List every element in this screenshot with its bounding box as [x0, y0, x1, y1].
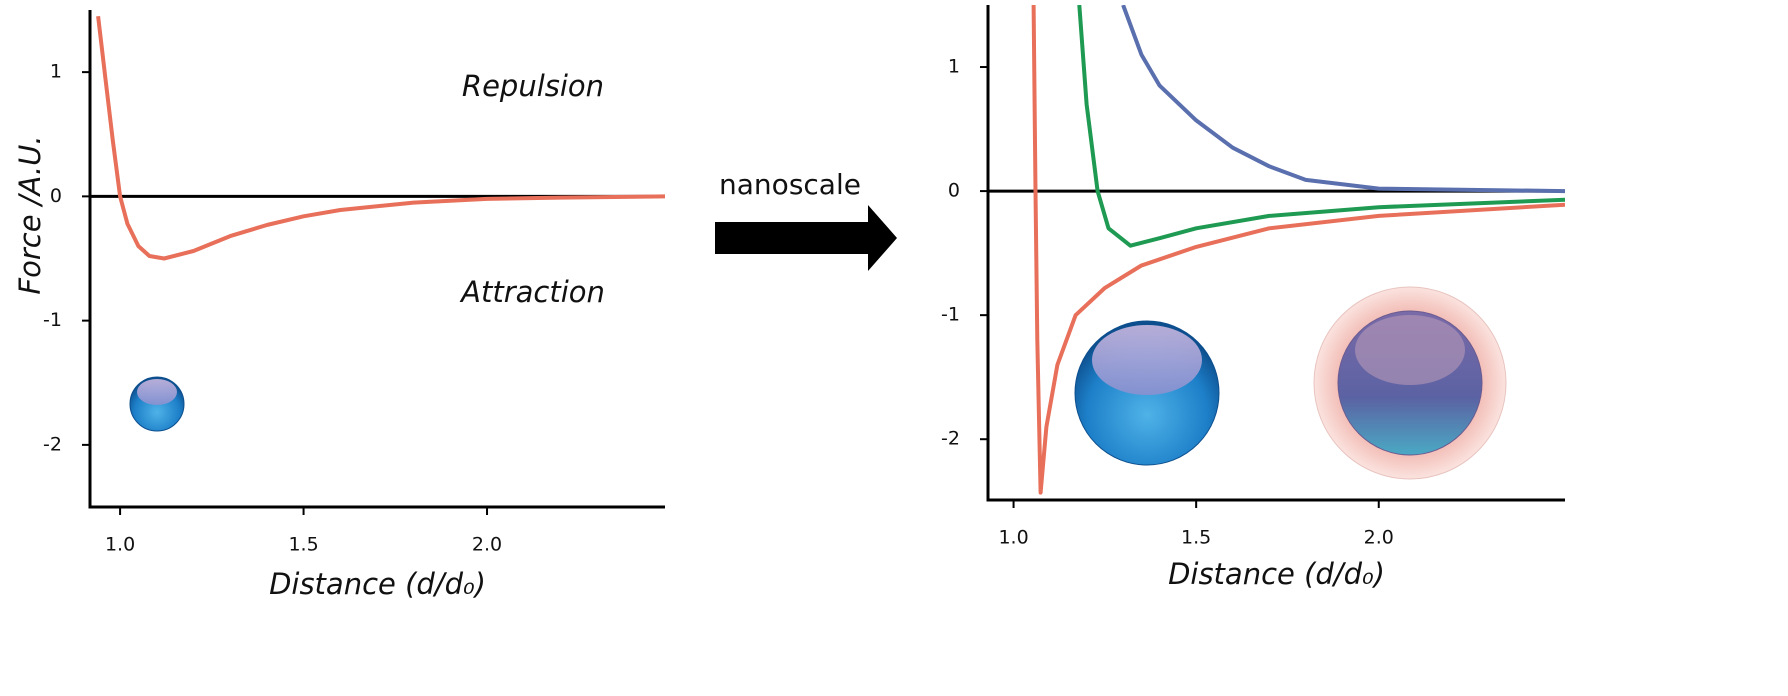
annotation: Repulsion: [462, 69, 604, 103]
chart: 1 0 -1 -2 1.0 1.5 2.0 Distance (d/d₀): [941, 5, 1565, 591]
chart: 1 0 -1 -2 1.0 1.5 2.0 Distance (d/d₀) Force /A.U…: [13, 10, 665, 601]
y-tick-label: -1: [941, 304, 960, 326]
x-tick-label: 1.5: [288, 534, 318, 556]
x-tick-label: 1.5: [1181, 527, 1211, 549]
y-tick-label: 1: [50, 61, 62, 83]
arrow-label: nanoscale: [719, 168, 861, 201]
sphere-blue: [1074, 320, 1220, 466]
force-curve: [1121, 5, 1565, 194]
x-tick-label: 1.0: [998, 527, 1028, 549]
x-axis-label: Distance (d/d₀): [1168, 557, 1385, 591]
y-tick-label: -2: [941, 428, 960, 450]
x-axis-label: Distance (d/d₀): [269, 567, 486, 601]
y-tick-label: 1: [948, 56, 960, 78]
force-curve: [1077, 5, 1565, 248]
y-tick-label: 0: [948, 180, 960, 202]
x-tick-label: 2.0: [472, 534, 502, 556]
sphere-small: [129, 376, 185, 432]
annotation: Attraction: [459, 275, 605, 309]
x-tick-label: 2.0: [1364, 527, 1394, 549]
y-tick-label: 0: [50, 185, 62, 207]
y-axis-label: Force /A.U.: [13, 135, 47, 294]
y-tick-label: -2: [43, 433, 62, 455]
sphere-coated: [1313, 286, 1507, 480]
y-tick-label: -1: [43, 309, 62, 331]
force-curve: [1031, 5, 1565, 495]
force-curve: [96, 15, 665, 261]
x-tick-label: 1.0: [105, 534, 135, 556]
arrow: [715, 205, 897, 271]
